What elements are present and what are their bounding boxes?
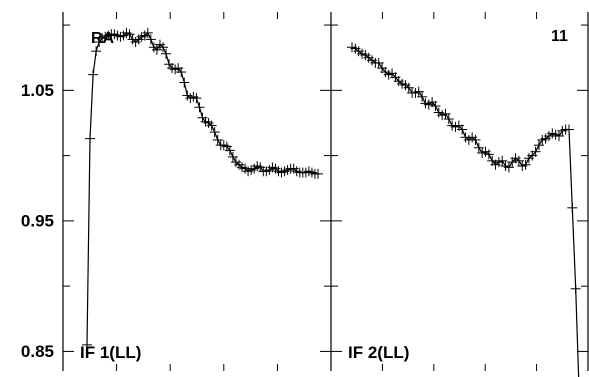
panel-label-if2: IF 2(LL) [348,343,409,362]
data-point-p1-3 [91,46,101,56]
y-tick-labels: 0.85 0.95 1.05 [21,81,54,361]
data-point-p1-32 [179,77,189,87]
series-line-panel-2 [352,47,579,377]
panel-label-if1: IF 1(LL) [80,343,141,362]
data-point-p1-1 [85,134,95,144]
data-point-p1-2 [88,70,98,80]
data-series [82,28,584,377]
y-tick-label-1: 0.85 [21,342,54,361]
y-tick-label-3: 1.05 [21,81,54,100]
data-point-p1-37 [194,102,204,112]
y-tick-label-2: 0.95 [21,211,54,230]
series-line-panel-1 [87,33,318,345]
axes [63,12,588,371]
top-right-annotation: 11 [551,28,568,45]
data-point-p2-67 [571,284,581,294]
data-point-p2-66 [567,203,577,213]
